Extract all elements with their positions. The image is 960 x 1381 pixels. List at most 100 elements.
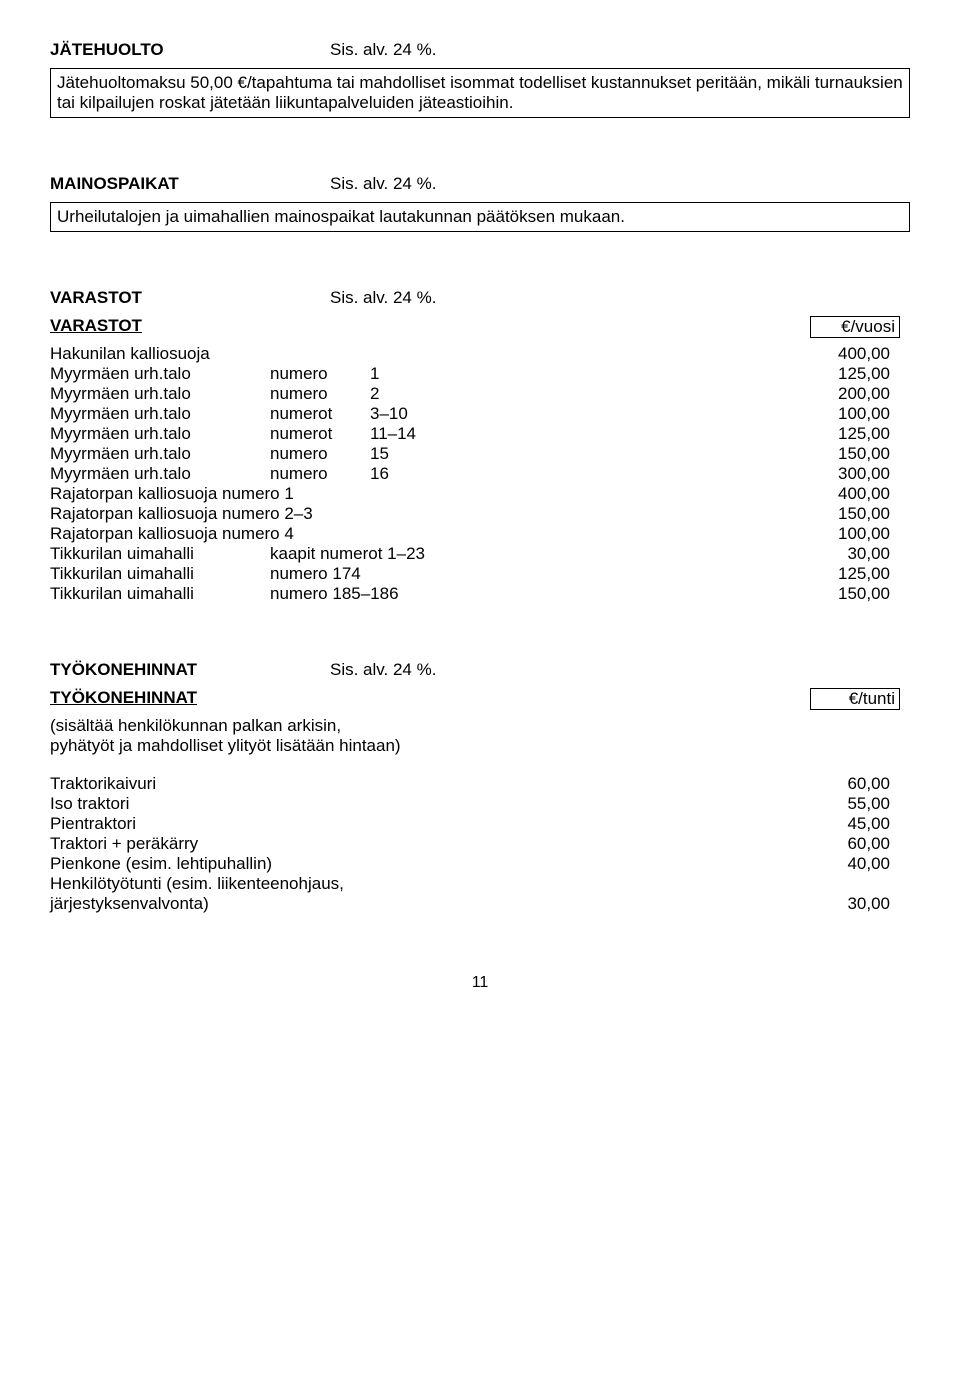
table-row: Pienkone (esim. lehtipuhallin)40,00 (50, 854, 910, 874)
varastot-table-title: VARASTOT (50, 316, 810, 338)
cell-label: Pienkone (esim. lehtipuhallin) (50, 854, 810, 874)
cell-label: järjestyksenvalvonta) (50, 894, 810, 914)
cell-sub: numero (270, 444, 370, 464)
cell-label: Myyrmäen urh.talo (50, 444, 270, 464)
table-row: Henkilötyötunti (esim. liikenteenohjaus, (50, 874, 910, 894)
varastot-unit: €/vuosi (810, 316, 900, 338)
cell-num: 3–10 (370, 404, 470, 424)
cell-label: Traktori + peräkärry (50, 834, 810, 854)
cell-sub: numero (270, 464, 370, 484)
table-row: järjestyksenvalvonta)30,00 (50, 894, 910, 914)
cell-value: 100,00 (470, 404, 890, 424)
cell-value: 30,00 (810, 894, 890, 914)
cell-value: 60,00 (810, 774, 890, 794)
cell-label: Rajatorpan kalliosuoja numero 4 (50, 524, 490, 544)
cell-label: Tikkurilan uimahalli (50, 544, 270, 564)
page-number: 11 (50, 974, 910, 992)
table-row: Rajatorpan kalliosuoja numero 2–3150,00 (50, 504, 910, 524)
cell-label: Rajatorpan kalliosuoja numero 1 (50, 484, 490, 504)
cell-value: 55,00 (810, 794, 890, 814)
cell-label: Myyrmäen urh.talo (50, 364, 270, 384)
cell-sub (270, 344, 370, 364)
jatehuolto-title: JÄTEHUOLTO (50, 40, 330, 60)
table-row: Rajatorpan kalliosuoja numero 4100,00 (50, 524, 910, 544)
table-row: Myyrmäen urh.talonumerot3–10100,00 (50, 404, 910, 424)
tyokone-note2: pyhätyöt ja mahdolliset ylityöt lisätään… (50, 736, 910, 756)
section-varastot-head: VARASTOT Sis. alv. 24 %. (50, 288, 910, 308)
cell-value: 400,00 (490, 484, 890, 504)
cell-value: 100,00 (490, 524, 890, 544)
tyokone-title: TYÖKONEHINNAT (50, 660, 330, 680)
cell-value: 30,00 (470, 544, 890, 564)
cell-label: Rajatorpan kalliosuoja numero 2–3 (50, 504, 490, 524)
mainospaikat-body: Urheilutalojen ja uimahallien mainospaik… (57, 207, 625, 226)
table-row: Hakunilan kalliosuoja 400,00 (50, 344, 910, 364)
table-row: Tikkurilan uimahallinumero 174125,00 (50, 564, 910, 584)
cell-value (810, 874, 890, 894)
mainospaikat-tax: Sis. alv. 24 %. (330, 174, 436, 194)
cell-label: Traktorikaivuri (50, 774, 810, 794)
cell-sub: numerot (270, 424, 370, 444)
varastot-title: VARASTOT (50, 288, 330, 308)
table-row: Myyrmäen urh.talonumero15150,00 (50, 444, 910, 464)
jatehuolto-tax: Sis. alv. 24 %. (330, 40, 436, 60)
cell-value: 400,00 (470, 344, 890, 364)
table-row: Iso traktori55,00 (50, 794, 910, 814)
mainospaikat-title: MAINOSPAIKAT (50, 174, 330, 194)
table-row: Pientraktori45,00 (50, 814, 910, 834)
cell-num: 16 (370, 464, 470, 484)
cell-sub: kaapit numerot 1–23 (270, 544, 470, 564)
table-row: Myyrmäen urh.talonumero2200,00 (50, 384, 910, 404)
cell-value: 40,00 (810, 854, 890, 874)
table-row: Traktori + peräkärry60,00 (50, 834, 910, 854)
mainospaikat-body-box: Urheilutalojen ja uimahallien mainospaik… (50, 202, 910, 232)
tyokone-table: Traktorikaivuri60,00Iso traktori55,00Pie… (50, 774, 910, 914)
jatehuolto-body: Jätehuoltomaksu 50,00 €/tapahtuma tai ma… (57, 73, 903, 112)
cell-label: Tikkurilan uimahalli (50, 564, 270, 584)
cell-value: 150,00 (470, 584, 890, 604)
table-row: Myyrmäen urh.talonumero1125,00 (50, 364, 910, 384)
table-row: Tikkurilan uimahallinumero 185–186150,00 (50, 584, 910, 604)
table-row: Myyrmäen urh.talonumero16300,00 (50, 464, 910, 484)
cell-sub: numero 185–186 (270, 584, 470, 604)
table-row: Tikkurilan uimahallikaapit numerot 1–233… (50, 544, 910, 564)
cell-value: 125,00 (470, 364, 890, 384)
cell-sub: numero (270, 364, 370, 384)
cell-num: 11–14 (370, 424, 470, 444)
cell-sub: numero (270, 384, 370, 404)
cell-num: 15 (370, 444, 470, 464)
cell-label: Tikkurilan uimahalli (50, 584, 270, 604)
cell-sub: numero 174 (270, 564, 470, 584)
table-row: Myyrmäen urh.talonumerot11–14125,00 (50, 424, 910, 444)
cell-value: 150,00 (490, 504, 890, 524)
cell-value: 45,00 (810, 814, 890, 834)
tyokone-note1: (sisältää henkilökunnan palkan arkisin, (50, 716, 910, 736)
cell-label: Myyrmäen urh.talo (50, 464, 270, 484)
tyokone-unit: €/tunti (810, 688, 900, 710)
section-tyokone-head: TYÖKONEHINNAT Sis. alv. 24 %. (50, 660, 910, 680)
tyokone-tax: Sis. alv. 24 %. (330, 660, 436, 680)
section-jatehuolto-head: JÄTEHUOLTO Sis. alv. 24 %. (50, 40, 910, 60)
cell-sub: numerot (270, 404, 370, 424)
cell-label: Pientraktori (50, 814, 810, 834)
cell-num: 1 (370, 364, 470, 384)
cell-num (370, 344, 470, 364)
cell-value: 200,00 (470, 384, 890, 404)
section-mainospaikat-head: MAINOSPAIKAT Sis. alv. 24 %. (50, 174, 910, 194)
cell-label: Myyrmäen urh.talo (50, 424, 270, 444)
cell-value: 125,00 (470, 564, 890, 584)
tyokone-unit-row: TYÖKONEHINNAT €/tunti (50, 688, 910, 710)
cell-num: 2 (370, 384, 470, 404)
cell-value: 300,00 (470, 464, 890, 484)
varastot-table: Hakunilan kalliosuoja400,00Myyrmäen urh.… (50, 344, 910, 604)
cell-label: Myyrmäen urh.talo (50, 404, 270, 424)
cell-label: Iso traktori (50, 794, 810, 814)
varastot-tax: Sis. alv. 24 %. (330, 288, 436, 308)
cell-label: Hakunilan kalliosuoja (50, 344, 270, 364)
cell-label: Henkilötyötunti (esim. liikenteenohjaus, (50, 874, 810, 894)
cell-value: 125,00 (470, 424, 890, 444)
cell-label: Myyrmäen urh.talo (50, 384, 270, 404)
table-row: Traktorikaivuri60,00 (50, 774, 910, 794)
table-row: Rajatorpan kalliosuoja numero 1400,00 (50, 484, 910, 504)
jatehuolto-body-box: Jätehuoltomaksu 50,00 €/tapahtuma tai ma… (50, 68, 910, 118)
